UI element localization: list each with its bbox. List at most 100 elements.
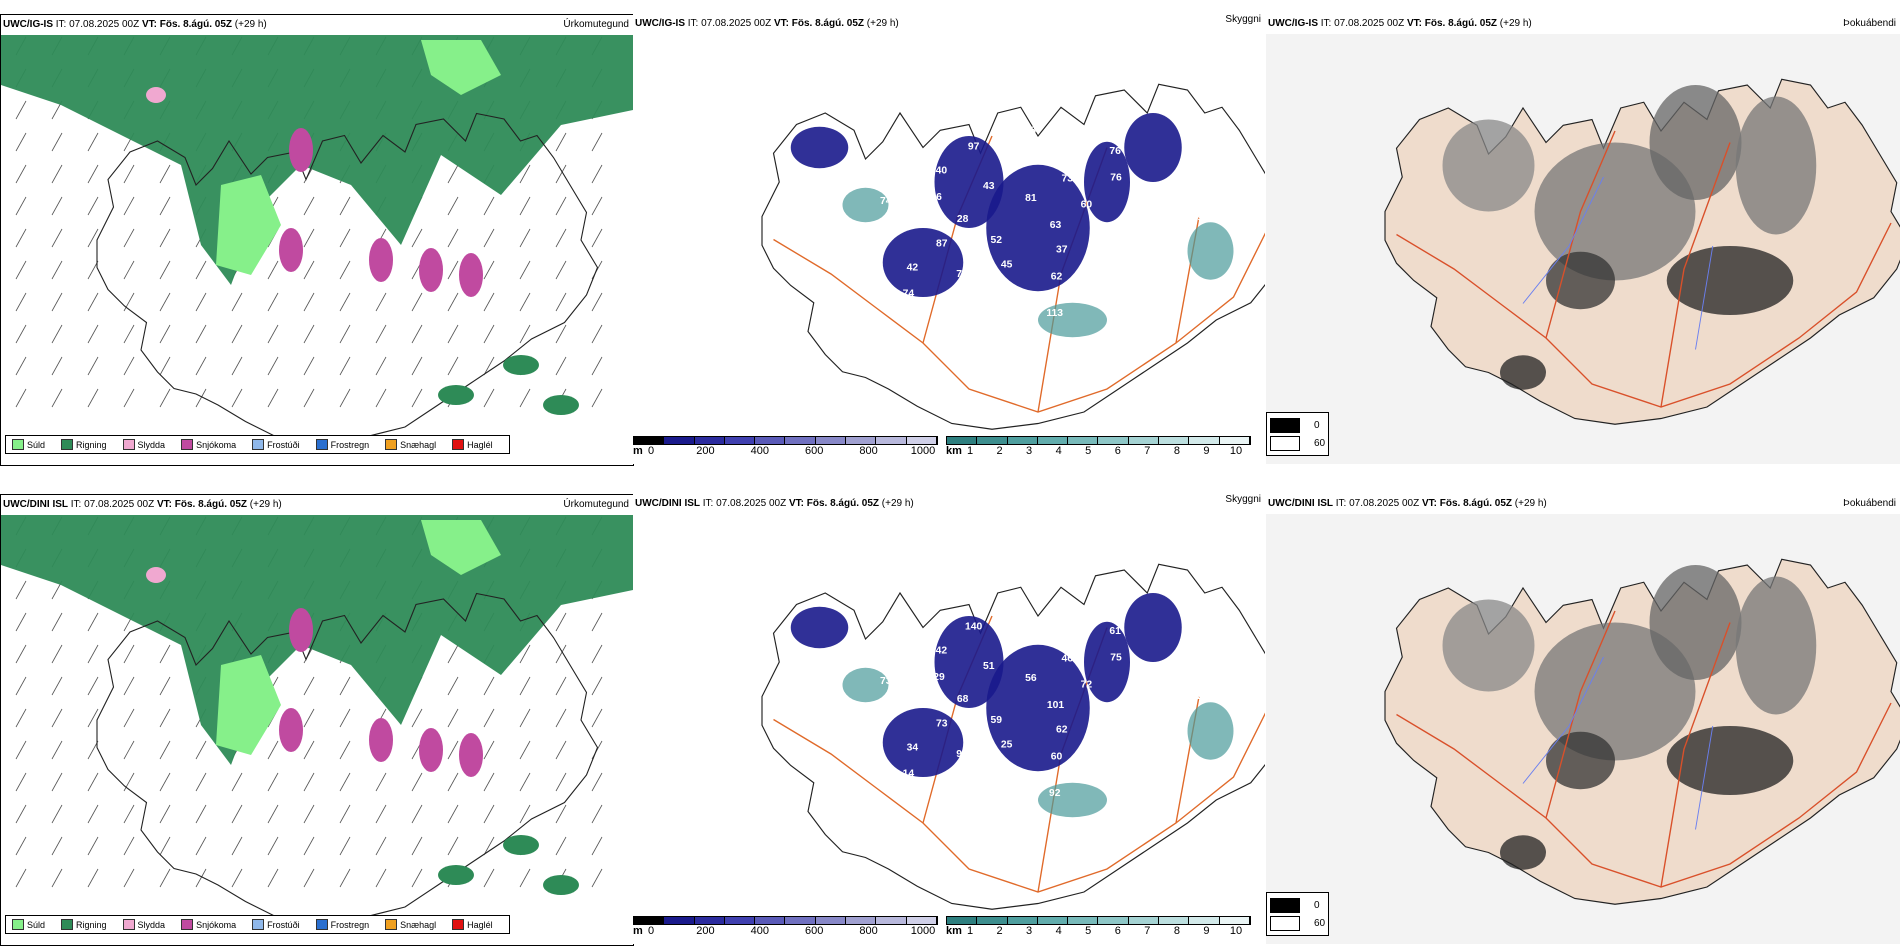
wind-barb: [51, 612, 63, 632]
legend-item: Frostúði: [252, 439, 300, 450]
legend-swatch: [181, 919, 194, 930]
wind-barb: [555, 324, 567, 344]
wind-barb: [15, 708, 27, 728]
wind-barb: [159, 228, 171, 248]
ceiling-value-label: 166: [862, 242, 880, 253]
wind-barb: [15, 292, 27, 312]
fog-indicator-panel-dini: UWC/DINI ISL IT: 07.08.2025 00Z VT: Fös.…: [1266, 494, 1900, 944]
colorbar-segment: [1068, 437, 1099, 444]
wind-barb: [519, 260, 531, 280]
colorbar-tick: 1000: [910, 445, 936, 457]
ceiling-value-label: 52: [991, 235, 1003, 246]
ceiling-value-label: 435: [1158, 740, 1176, 751]
wind-barb: [123, 388, 135, 408]
ceiling-value-label: 43: [983, 181, 995, 192]
wind-barb: [195, 324, 207, 344]
wind-barb: [159, 356, 171, 376]
wind-barb: [15, 324, 27, 344]
wind-barb: [555, 260, 567, 280]
ceiling-area: [1124, 113, 1182, 182]
wind-barb: [51, 292, 63, 312]
wind-barb: [483, 772, 495, 792]
ceiling-value-label: 66: [1127, 688, 1139, 699]
wind-barb: [519, 804, 531, 824]
wind-barb: [87, 772, 99, 792]
legend-label: Súld: [27, 439, 46, 450]
wind-barb: [555, 804, 567, 824]
colorbar-tick: 4: [1055, 445, 1062, 457]
wind-barb: [447, 804, 459, 824]
wind-barb: [231, 836, 243, 856]
ceiling-value-label: 109: [1049, 626, 1067, 637]
cloud-ceiling-map: 101 59 56 62 68 72 25 51 62 73 46 60 129 66 92 60 47 65 75…: [761, 563, 1265, 910]
wind-barb: [15, 836, 27, 856]
wind-barb: [51, 740, 63, 760]
wind-barb: [51, 164, 63, 184]
colorbar-tick: 6: [1114, 925, 1121, 937]
colorbar-segment: [694, 917, 725, 924]
legend-swatch: [61, 439, 74, 450]
colorbar-tick: 6: [1114, 445, 1121, 457]
wind-barb: [555, 164, 567, 184]
legend-swatch: [252, 439, 265, 450]
ceiling-value-label: 73: [1061, 173, 1073, 184]
ceiling-value-label: 81: [1025, 193, 1037, 204]
wind-barb: [267, 356, 279, 376]
river-network: [1522, 176, 1714, 350]
panel-title: UWC/IG-IS IT: 07.08.2025 00Z VT: Fös. 8.…: [3, 19, 267, 30]
wind-barb: [15, 228, 27, 248]
wind-barb: [231, 804, 243, 824]
fog-indicator-area: [1649, 565, 1742, 680]
wind-barb: [447, 196, 459, 216]
colorbar-tick: 3: [1026, 445, 1033, 457]
wind-barb: [447, 228, 459, 248]
ceiling-value-label: 66: [1112, 261, 1124, 272]
snow-area: [369, 718, 393, 762]
ceiling-value-label: 63: [1050, 220, 1062, 231]
coastline: [96, 112, 599, 445]
ceiling-value-label: 45: [1001, 260, 1013, 271]
colorbar-tick: 0: [647, 925, 655, 937]
precip-type-map: [1, 515, 633, 925]
wind-barb: [447, 644, 459, 664]
wind-barb: [267, 836, 279, 856]
wind-barb: [87, 612, 99, 632]
ceiling-area: [882, 708, 964, 777]
colorbar-segment: [1189, 437, 1220, 444]
wind-barb: [303, 772, 315, 792]
ceiling-value-label: 76: [1110, 172, 1122, 183]
rain-area: [503, 835, 539, 855]
ceiling-value-label: 38: [1015, 289, 1027, 300]
ceiling-value-label: 65: [898, 703, 910, 714]
wind-barb: [519, 228, 531, 248]
colorbar-segment: [1159, 437, 1190, 444]
ceiling-value-label: 46: [1061, 653, 1073, 664]
wind-barb: [411, 708, 423, 728]
wind-barb: [159, 196, 171, 216]
rain-area: [1, 35, 633, 285]
wind-barb: [87, 196, 99, 216]
legend-item: Rigning: [61, 919, 107, 930]
visibility-area: [842, 667, 889, 703]
legend-label: Slydda: [137, 439, 166, 450]
wind-barb: [87, 164, 99, 184]
ceiling-value-label: 54: [898, 223, 910, 234]
wind-barb: [375, 388, 387, 408]
legend-item: Haglél: [452, 919, 493, 930]
wind-barb: [303, 196, 315, 216]
wind-barb: [339, 740, 351, 760]
wind-barb: [375, 772, 387, 792]
wind-barb: [123, 836, 135, 856]
wind-barb: [519, 868, 531, 888]
wind-barb: [519, 292, 531, 312]
colorbar-tick: 2: [996, 925, 1003, 937]
colorbar-segment: [815, 437, 847, 444]
wind-barb: [87, 644, 99, 664]
wind-barb: [555, 132, 567, 152]
wind-barb: [87, 324, 99, 344]
colorbar-tick: 10: [1229, 925, 1243, 937]
wind-barb: [519, 164, 531, 184]
ceiling-value-label: 60: [1006, 638, 1018, 649]
ceiling-value-label: 56: [1025, 673, 1037, 684]
wind-barb: [591, 772, 603, 792]
